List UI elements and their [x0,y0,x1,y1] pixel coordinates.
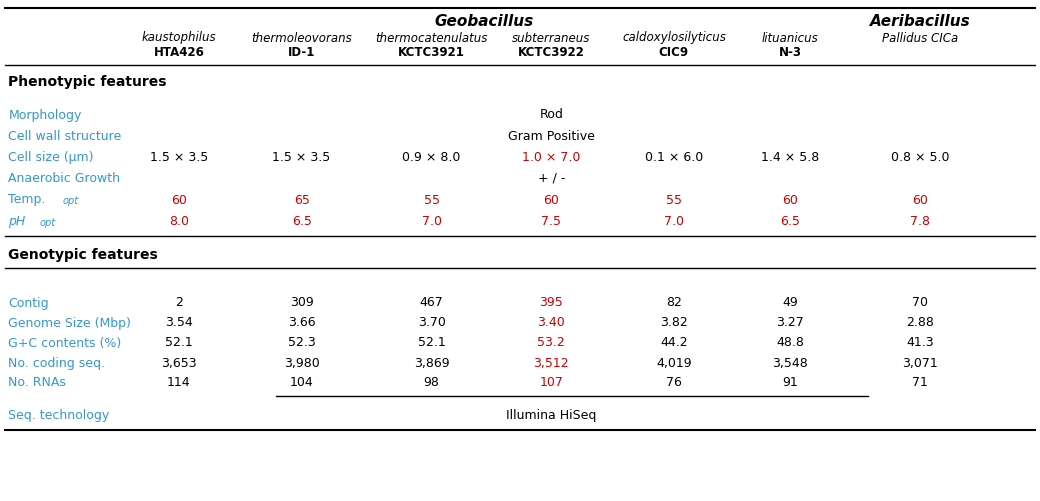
Text: 49: 49 [782,297,799,310]
Text: 70: 70 [912,297,929,310]
Text: 52.1: 52.1 [418,337,445,350]
Text: 55: 55 [666,193,682,206]
Text: Genome Size (Mbp): Genome Size (Mbp) [8,317,131,330]
Text: CIC9: CIC9 [659,46,688,59]
Text: 3,512: 3,512 [534,357,569,370]
Text: 7.5: 7.5 [541,215,562,228]
Text: opt: opt [40,218,56,228]
Text: 467: 467 [420,297,443,310]
Text: 52.1: 52.1 [165,337,192,350]
Text: 6.5: 6.5 [780,215,801,228]
Text: Seq. technology: Seq. technology [8,408,109,421]
Text: 55: 55 [423,193,440,206]
Text: caldoxylosilyticus: caldoxylosilyticus [622,32,726,45]
Text: 3.40: 3.40 [538,317,565,330]
Text: 3.54: 3.54 [165,317,192,330]
Text: 1.0 × 7.0: 1.0 × 7.0 [522,150,580,163]
Text: 0.1 × 6.0: 0.1 × 6.0 [645,150,703,163]
Text: 60: 60 [171,193,187,206]
Text: 91: 91 [782,376,799,389]
Text: 395: 395 [540,297,563,310]
Text: kaustophilus: kaustophilus [141,32,216,45]
Text: Contig: Contig [8,297,49,310]
Text: thermocatenulatus: thermocatenulatus [375,32,488,45]
Text: 82: 82 [666,297,682,310]
Text: pH: pH [8,215,26,228]
Text: 3,980: 3,980 [284,357,319,370]
Text: Phenotypic features: Phenotypic features [8,75,166,89]
Text: Genotypic features: Genotypic features [8,248,158,262]
Text: Rod: Rod [540,109,563,122]
Text: opt: opt [62,196,79,206]
Text: 1.5 × 3.5: 1.5 × 3.5 [272,150,331,163]
Text: 48.8: 48.8 [777,337,804,350]
Text: 60: 60 [782,193,799,206]
Text: 3.66: 3.66 [288,317,315,330]
Text: 71: 71 [912,376,929,389]
Text: Geobacillus: Geobacillus [434,15,534,30]
Text: 60: 60 [912,193,929,206]
Text: Aeribacillus: Aeribacillus [870,15,970,30]
Text: Cell wall structure: Cell wall structure [8,129,122,142]
Text: subterraneus: subterraneus [512,32,591,45]
Text: Pallidus CICa: Pallidus CICa [882,32,959,45]
Text: 8.0: 8.0 [168,215,189,228]
Text: Temp.: Temp. [8,193,46,206]
Text: thermoleovorans: thermoleovorans [252,32,352,45]
Text: 3.27: 3.27 [777,317,804,330]
Text: 3,653: 3,653 [161,357,197,370]
Text: 1.5 × 3.5: 1.5 × 3.5 [150,150,208,163]
Text: 0.9 × 8.0: 0.9 × 8.0 [402,150,461,163]
Text: 98: 98 [423,376,440,389]
Text: lituanicus: lituanicus [762,32,818,45]
Text: 114: 114 [167,376,190,389]
Text: 65: 65 [293,193,310,206]
Text: 3,548: 3,548 [773,357,808,370]
Text: ID-1: ID-1 [288,46,315,59]
Text: Morphology: Morphology [8,109,82,122]
Text: 0.8 × 5.0: 0.8 × 5.0 [891,150,950,163]
Text: 53.2: 53.2 [538,337,565,350]
Text: 41.3: 41.3 [907,337,934,350]
Text: 7.0: 7.0 [664,215,684,228]
Text: KCTC3921: KCTC3921 [398,46,465,59]
Text: Anaerobic Growth: Anaerobic Growth [8,171,121,184]
Text: + / -: + / - [538,171,565,184]
Text: 6.5: 6.5 [291,215,312,228]
Text: 3.82: 3.82 [660,317,687,330]
Text: 52.3: 52.3 [288,337,315,350]
Text: 44.2: 44.2 [660,337,687,350]
Text: Gram Positive: Gram Positive [508,129,595,142]
Text: 60: 60 [543,193,560,206]
Text: 76: 76 [666,376,682,389]
Text: Illumina HiSeq: Illumina HiSeq [506,408,596,421]
Text: 4,019: 4,019 [656,357,692,370]
Text: 1.4 × 5.8: 1.4 × 5.8 [761,150,820,163]
Text: No. RNAs: No. RNAs [8,376,67,389]
Text: 2: 2 [175,297,183,310]
Text: KCTC3922: KCTC3922 [518,46,584,59]
Text: 104: 104 [290,376,313,389]
Text: HTA426: HTA426 [154,46,204,59]
Text: No. coding seq.: No. coding seq. [8,357,105,370]
Text: N-3: N-3 [779,46,802,59]
Text: 3.70: 3.70 [418,317,445,330]
Text: 3,869: 3,869 [414,357,449,370]
Text: 107: 107 [540,376,563,389]
Text: 7.8: 7.8 [910,215,931,228]
Text: Cell size (μm): Cell size (μm) [8,150,94,163]
Text: 2.88: 2.88 [907,317,934,330]
Text: 3,071: 3,071 [903,357,938,370]
Text: G+C contents (%): G+C contents (%) [8,337,122,350]
Text: 309: 309 [290,297,313,310]
Text: 7.0: 7.0 [421,215,442,228]
